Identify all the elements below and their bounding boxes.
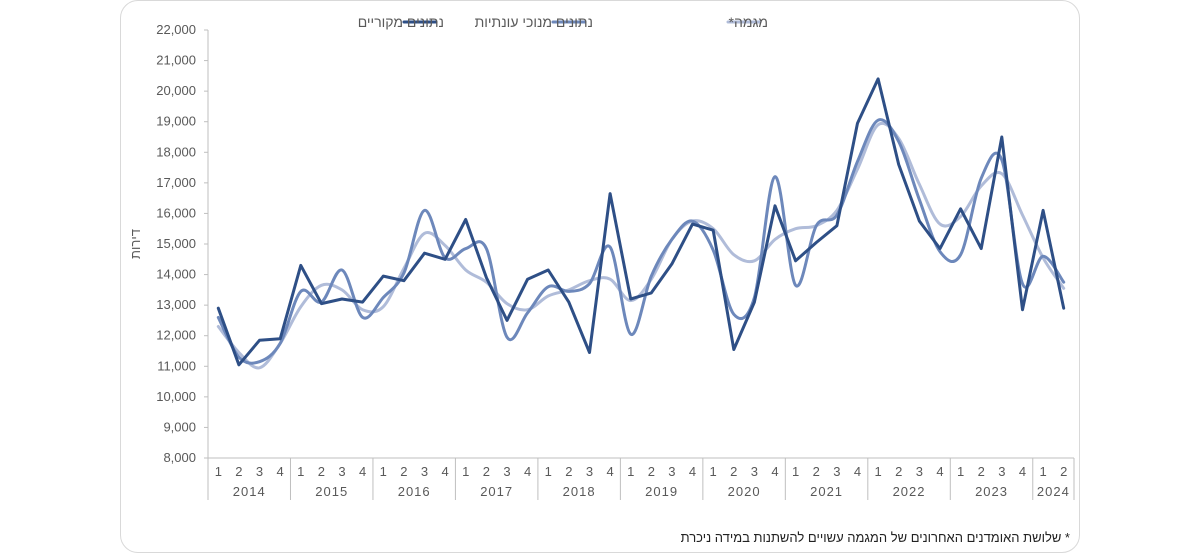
x-quarter-label: 1 <box>627 464 634 479</box>
y-tick-label: 15,000 <box>156 236 196 251</box>
y-tick-label: 13,000 <box>156 297 196 312</box>
x-quarter-label: 3 <box>998 464 1005 479</box>
x-quarter-label: 4 <box>854 464 861 479</box>
legend-label: נתונים מקוריים <box>358 14 444 30</box>
x-quarter-label: 2 <box>318 464 325 479</box>
x-year-label: 2021 <box>810 484 843 499</box>
x-quarter-label: 1 <box>1039 464 1046 479</box>
x-quarter-label: 1 <box>297 464 304 479</box>
x-quarter-label: 2 <box>730 464 737 479</box>
x-year-label: 2017 <box>480 484 513 499</box>
x-quarter-label: 1 <box>545 464 552 479</box>
series-line-1 <box>216 77 1066 367</box>
x-quarter-label: 3 <box>338 464 345 479</box>
x-quarter-label: 1 <box>462 464 469 479</box>
x-quarter-label: 3 <box>586 464 593 479</box>
y-tick-label: 12,000 <box>156 328 196 343</box>
x-quarter-label: 4 <box>1019 464 1026 479</box>
y-tick-label: 11,000 <box>157 358 196 373</box>
x-year-label: 2015 <box>315 484 348 499</box>
y-tick-label: 18,000 <box>156 144 196 159</box>
y-tick-label: 22,000 <box>156 22 196 37</box>
x-quarter-label: 3 <box>833 464 840 479</box>
y-axis-title: דירות <box>128 229 143 259</box>
x-quarter-label: 1 <box>380 464 387 479</box>
y-tick-label: 14,000 <box>156 267 196 282</box>
footnote: * שלושת האומדנים האחרונים של המגמה עשויי… <box>680 530 1070 545</box>
x-quarter-label: 4 <box>936 464 943 479</box>
y-tick-label: 20,000 <box>156 83 196 98</box>
legend-label: נתונים מנוכי עונתיות <box>475 14 593 30</box>
x-quarter-label: 1 <box>710 464 717 479</box>
y-tick-label: 21,000 <box>156 53 196 68</box>
x-quarter-label: 2 <box>565 464 572 479</box>
x-quarter-label: 3 <box>421 464 428 479</box>
x-quarter-label: 4 <box>442 464 449 479</box>
y-tick-label: 17,000 <box>156 175 196 190</box>
x-year-label: 2018 <box>563 484 596 499</box>
x-quarter-label: 2 <box>1060 464 1067 479</box>
x-year-label: 2019 <box>645 484 678 499</box>
y-tick-label: 8,000 <box>163 450 196 465</box>
x-quarter-label: 2 <box>235 464 242 479</box>
x-quarter-label: 4 <box>524 464 531 479</box>
y-tick-label: 16,000 <box>156 205 196 220</box>
x-quarter-label: 2 <box>483 464 490 479</box>
x-quarter-label: 4 <box>359 464 366 479</box>
legend-label: מגמה* <box>729 14 768 30</box>
series-lines <box>216 77 1066 370</box>
x-quarter-label: 3 <box>916 464 923 479</box>
x-quarter-label: 1 <box>215 464 222 479</box>
x-quarter-label: 4 <box>277 464 284 479</box>
y-tick-label: 19,000 <box>156 114 196 129</box>
x-year-label: 2024 <box>1037 484 1070 499</box>
x-quarter-label: 4 <box>606 464 613 479</box>
x-quarter-label: 2 <box>400 464 407 479</box>
x-quarter-label: 3 <box>256 464 263 479</box>
x-quarter-label: 4 <box>689 464 696 479</box>
x-quarter-label: 4 <box>771 464 778 479</box>
x-quarter-label: 1 <box>957 464 964 479</box>
y-tick-label: 10,000 <box>156 389 196 404</box>
x-year-label: 2020 <box>728 484 761 499</box>
legend: נתונים מקוריים נתונים מנוכי עונתיות מגמה* <box>358 14 768 30</box>
series-line-3 <box>216 121 1066 370</box>
x-quarter-label: 2 <box>648 464 655 479</box>
x-year-label: 2016 <box>398 484 431 499</box>
x-quarter-label: 2 <box>813 464 820 479</box>
axes: 8,000 9,000 10,000 11,000 12,000 13,000 14,000… <box>128 22 1075 500</box>
x-year-label: 2023 <box>975 484 1008 499</box>
x-quarter-label: 1 <box>792 464 799 479</box>
x-year-label: 2014 <box>233 484 266 499</box>
x-quarter-label: 2 <box>978 464 985 479</box>
x-quarter-label: 3 <box>503 464 510 479</box>
x-quarter-label: 3 <box>751 464 758 479</box>
x-year-label: 2022 <box>893 484 926 499</box>
x-quarter-label: 3 <box>668 464 675 479</box>
x-quarter-label: 1 <box>875 464 882 479</box>
y-tick-label: 9,000 <box>163 419 196 434</box>
series-line-2 <box>216 118 1066 365</box>
x-quarter-label: 2 <box>895 464 902 479</box>
